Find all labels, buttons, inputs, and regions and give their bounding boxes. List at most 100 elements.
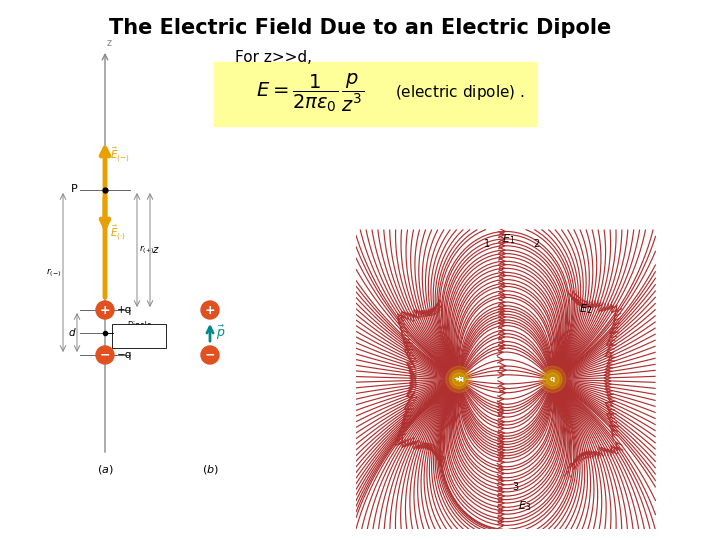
FancyArrowPatch shape xyxy=(409,369,415,375)
FancyArrowPatch shape xyxy=(611,446,617,453)
FancyArrowPatch shape xyxy=(498,436,505,442)
FancyArrowPatch shape xyxy=(602,448,607,454)
FancyArrowPatch shape xyxy=(433,449,438,455)
FancyArrowPatch shape xyxy=(410,373,416,379)
FancyArrowPatch shape xyxy=(611,323,618,329)
FancyArrowPatch shape xyxy=(498,496,503,502)
FancyArrowPatch shape xyxy=(498,444,504,450)
FancyArrowPatch shape xyxy=(403,342,410,348)
FancyArrowPatch shape xyxy=(498,317,505,323)
FancyArrowPatch shape xyxy=(500,272,505,279)
Text: $\vec{E}_{(-)}$: $\vec{E}_{(-)}$ xyxy=(110,145,130,164)
FancyArrowPatch shape xyxy=(499,314,505,320)
FancyArrowPatch shape xyxy=(499,280,505,287)
FancyArrowPatch shape xyxy=(427,443,433,450)
Text: $E = \dfrac{1}{2\pi\varepsilon_0}\,\dfrac{p}{z^3}$: $E = \dfrac{1}{2\pi\varepsilon_0}\,\dfra… xyxy=(256,72,364,114)
FancyArrowPatch shape xyxy=(500,283,506,289)
FancyArrowPatch shape xyxy=(402,441,408,448)
FancyArrowPatch shape xyxy=(411,314,416,320)
FancyArrowPatch shape xyxy=(580,300,586,307)
FancyArrowPatch shape xyxy=(408,364,414,370)
FancyArrowPatch shape xyxy=(575,299,582,305)
Text: $\vec{p}$: $\vec{p}$ xyxy=(216,323,225,342)
FancyArrowPatch shape xyxy=(613,319,620,326)
FancyArrowPatch shape xyxy=(498,288,505,294)
FancyBboxPatch shape xyxy=(112,323,166,348)
FancyArrowPatch shape xyxy=(404,414,410,421)
FancyArrowPatch shape xyxy=(604,378,611,384)
FancyArrowPatch shape xyxy=(583,452,589,458)
FancyArrowPatch shape xyxy=(497,349,503,355)
FancyArrowPatch shape xyxy=(500,261,505,267)
FancyArrowPatch shape xyxy=(499,327,505,333)
FancyArrowPatch shape xyxy=(408,367,415,373)
FancyArrowPatch shape xyxy=(405,440,411,447)
FancyArrowPatch shape xyxy=(498,422,504,428)
FancyArrowPatch shape xyxy=(405,312,410,319)
FancyArrowPatch shape xyxy=(595,451,601,458)
FancyArrowPatch shape xyxy=(399,438,405,444)
Text: −: − xyxy=(100,348,110,361)
FancyArrowPatch shape xyxy=(585,451,591,458)
FancyArrowPatch shape xyxy=(598,451,603,458)
FancyArrowPatch shape xyxy=(498,345,505,352)
Text: Dipole: Dipole xyxy=(127,321,151,330)
Circle shape xyxy=(201,346,219,364)
Text: $(b)$: $(b)$ xyxy=(202,463,218,476)
Text: +: + xyxy=(456,375,462,384)
FancyArrowPatch shape xyxy=(616,305,622,312)
Text: +q: +q xyxy=(117,305,132,315)
Text: $E_2$: $E_2$ xyxy=(579,302,592,316)
Text: −q: −q xyxy=(117,350,132,360)
FancyArrowPatch shape xyxy=(605,448,611,455)
FancyArrowPatch shape xyxy=(610,332,616,338)
FancyArrowPatch shape xyxy=(570,462,576,469)
FancyArrowPatch shape xyxy=(397,435,403,441)
FancyArrowPatch shape xyxy=(413,438,419,444)
FancyArrowPatch shape xyxy=(436,454,443,461)
Circle shape xyxy=(201,301,219,319)
FancyArrowPatch shape xyxy=(575,456,581,462)
FancyArrowPatch shape xyxy=(497,401,503,407)
FancyArrowPatch shape xyxy=(608,343,615,349)
FancyArrowPatch shape xyxy=(499,236,505,242)
FancyArrowPatch shape xyxy=(497,474,503,481)
FancyArrowPatch shape xyxy=(498,381,504,387)
Circle shape xyxy=(454,375,464,384)
FancyArrowPatch shape xyxy=(499,292,505,298)
FancyArrowPatch shape xyxy=(606,391,613,396)
FancyArrowPatch shape xyxy=(406,401,413,406)
FancyArrowPatch shape xyxy=(574,297,580,303)
FancyArrowPatch shape xyxy=(415,442,421,449)
FancyArrowPatch shape xyxy=(410,371,416,377)
FancyArrowPatch shape xyxy=(587,301,593,308)
FancyArrowPatch shape xyxy=(410,392,417,397)
FancyArrowPatch shape xyxy=(499,239,505,246)
FancyArrowPatch shape xyxy=(407,404,414,410)
FancyArrowPatch shape xyxy=(401,330,408,337)
FancyArrowPatch shape xyxy=(592,301,598,308)
FancyArrowPatch shape xyxy=(498,450,504,456)
FancyArrowPatch shape xyxy=(606,339,613,346)
FancyArrowPatch shape xyxy=(609,340,616,346)
Text: $r_{(-)}$: $r_{(-)}$ xyxy=(45,266,61,279)
FancyArrowPatch shape xyxy=(418,442,424,449)
Text: z: z xyxy=(107,38,112,48)
Text: $r_{(+)}$: $r_{(+)}$ xyxy=(139,244,154,256)
FancyArrowPatch shape xyxy=(402,334,408,341)
FancyArrowPatch shape xyxy=(605,402,612,408)
FancyArrowPatch shape xyxy=(424,442,430,449)
FancyArrowPatch shape xyxy=(406,353,413,358)
FancyArrowPatch shape xyxy=(500,386,506,392)
FancyArrowPatch shape xyxy=(436,451,442,457)
FancyArrowPatch shape xyxy=(498,453,505,459)
Text: $E_1$: $E_1$ xyxy=(502,232,515,246)
FancyArrowPatch shape xyxy=(408,386,415,392)
FancyArrowPatch shape xyxy=(604,381,611,387)
FancyArrowPatch shape xyxy=(498,254,505,260)
FancyArrowPatch shape xyxy=(499,228,505,234)
FancyArrowPatch shape xyxy=(497,485,503,491)
FancyArrowPatch shape xyxy=(611,302,617,309)
Text: 3: 3 xyxy=(512,482,518,492)
FancyArrowPatch shape xyxy=(498,438,504,444)
